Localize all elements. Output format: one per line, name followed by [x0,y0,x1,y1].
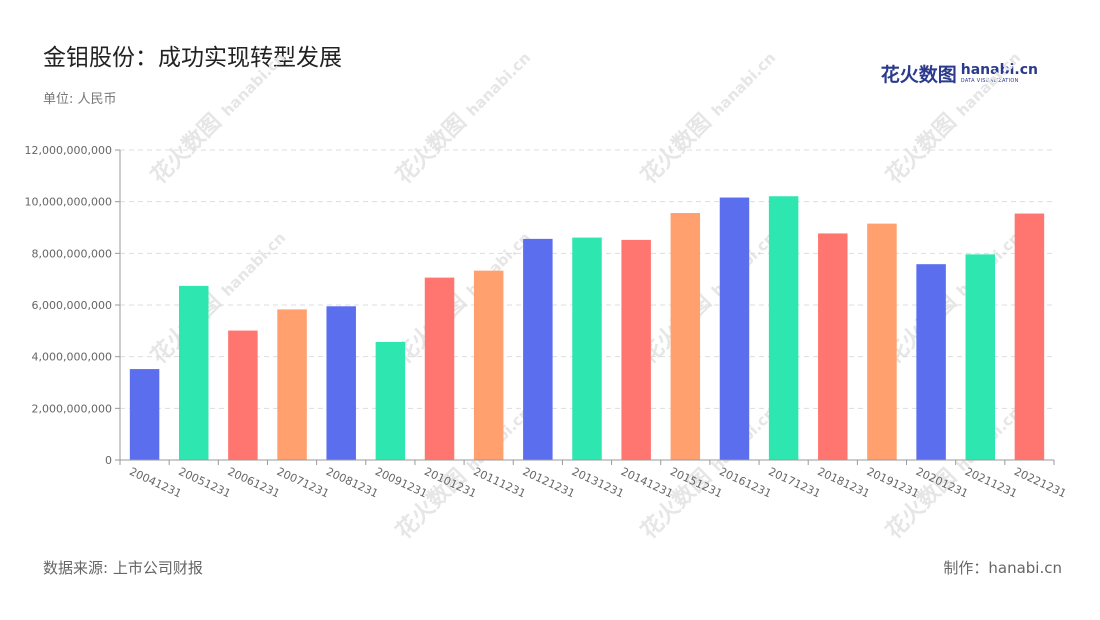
watermark-en: hanabi.cn [463,49,534,120]
x-tick-label: 20071231 [275,465,331,500]
y-tick-label: 12,000,000,000 [25,144,112,157]
bar [719,197,750,461]
bar [1014,213,1045,460]
y-tick-label: 0 [105,454,112,467]
data-source: 数据来源: 上市公司财报 [43,559,203,577]
watermark-en: hanabi.cn [218,229,289,300]
maker-credit: 制作：hanabi.cn [943,559,1062,577]
x-tick-label: 20211231 [963,465,1019,500]
bar [424,277,455,460]
y-tick-label: 4,000,000,000 [32,351,112,364]
y-tick-label: 10,000,000,000 [25,196,112,209]
brand-logo: 花火数图 hanabi.cn DATA VISUALIZATION [881,60,1038,87]
x-tick-label: 20171231 [766,465,822,500]
bar [867,223,897,460]
bar [670,213,701,460]
x-tick-label: 20131231 [570,465,626,500]
x-tick-label: 20191231 [865,465,921,500]
brand-logo-cn: 花火数图 [880,64,957,86]
bar [228,330,258,460]
chart-title: 金钼股份：成功实现转型发展 [43,45,342,71]
watermark-en: hanabi.cn [708,49,779,120]
grid-lines [120,149,1054,409]
x-tick-label: 20221231 [1012,465,1068,500]
x-tick-label: 20081231 [324,465,380,500]
x-tick-label: 20041231 [127,465,183,500]
y-tick-label: 6,000,000,000 [32,299,112,312]
bar [768,196,799,460]
brand-logo-en-sub: DATA VISUALIZATION [960,78,1019,84]
x-tick-label: 20051231 [176,465,232,500]
x-tick-label: 20141231 [619,465,675,500]
bar [129,369,160,460]
bar [277,309,307,460]
watermark-cn: 花火数图 [636,109,717,190]
bar [523,238,553,460]
bar [621,239,651,460]
x-tick-label: 20091231 [373,465,429,500]
watermark-cn: 花火数图 [146,109,227,190]
y-axis-ticks: 0 2,000,000,000 4,000,000,000 6,000,000,000… [25,144,121,467]
x-tick-label: 20181231 [816,465,872,500]
bar [965,254,996,460]
watermark-en: hanabi.cn [953,49,1024,120]
x-tick-label: 20111231 [471,465,527,500]
x-tick-label: 20061231 [226,465,282,500]
bar [326,306,356,460]
bars [129,196,1045,461]
bar [818,233,848,460]
watermark-en: hanabi.cn [218,49,289,120]
watermark-cn: 花火数图 [391,109,472,190]
unit-label: 单位: 人民币 [43,92,117,107]
bar [178,285,209,460]
brand-logo-en: hanabi.cn DATA VISUALIZATION [961,63,1038,84]
y-tick-label: 8,000,000,000 [32,247,112,260]
bar [375,341,406,460]
x-tick-label: 20161231 [717,465,773,500]
bar [572,237,602,460]
watermark-cn: 花火数图 [881,109,962,190]
bar [916,264,946,460]
bar [473,270,504,460]
brand-logo-en-main: hanabi.cn [960,62,1038,78]
x-tick-label: 20121231 [521,465,577,500]
y-tick-label: 2,000,000,000 [32,402,112,415]
